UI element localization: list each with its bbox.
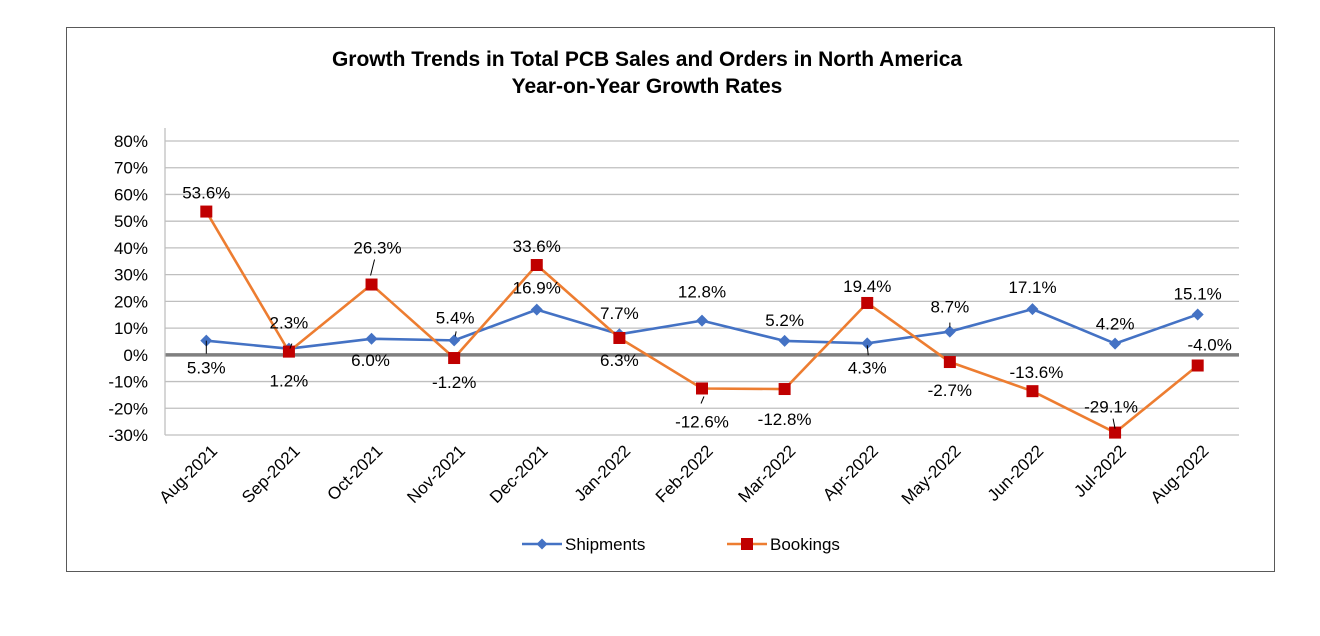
legend-item-bookings: Bookings bbox=[727, 535, 840, 554]
shipments-point bbox=[365, 332, 378, 345]
bookings-data-label: -29.1% bbox=[1084, 398, 1138, 417]
bookings-data-label: -13.6% bbox=[1010, 363, 1064, 382]
shipments-data-label: 4.2% bbox=[1096, 315, 1135, 334]
leader-line bbox=[289, 343, 293, 349]
legend-square-icon bbox=[741, 538, 753, 550]
chart-title: Growth Trends in Total PCB Sales and Ord… bbox=[332, 48, 962, 71]
bookings-data-label: -12.6% bbox=[675, 412, 729, 431]
bookings-point bbox=[448, 352, 461, 365]
bookings-point bbox=[613, 331, 626, 344]
x-tick-label: Nov-2021 bbox=[403, 441, 469, 507]
bookings-data-label: -4.0% bbox=[1187, 336, 1231, 355]
legend-label: Shipments bbox=[565, 535, 645, 554]
leader-line bbox=[370, 259, 376, 276]
shipments-data-label: 5.2% bbox=[765, 311, 804, 330]
bookings-point bbox=[696, 382, 708, 395]
x-tick-label: Aug-2022 bbox=[1147, 441, 1213, 507]
chart-frame bbox=[66, 27, 1275, 572]
bookings-data-label: 19.4% bbox=[843, 277, 891, 296]
x-tick-label: Dec-2021 bbox=[486, 441, 552, 507]
bookings-point bbox=[200, 205, 213, 218]
shipments-point bbox=[1191, 308, 1204, 321]
x-tick-label: Jul-2022 bbox=[1070, 441, 1130, 501]
shipments-data-label: 7.7% bbox=[600, 304, 639, 323]
shipments-data-label: 5.4% bbox=[436, 308, 475, 327]
y-tick-label: 70% bbox=[114, 159, 148, 178]
data-labels: 5.3% 2.3% 6.0% 5.4% 16.9% 7.7% 12.8% 5.2% 4.3% 8.… bbox=[182, 184, 1232, 432]
x-tick-label: Oct-2021 bbox=[323, 441, 386, 504]
y-tick-label: 0% bbox=[123, 346, 148, 365]
shipments-point bbox=[696, 314, 708, 327]
y-tick-label: 10% bbox=[114, 319, 148, 338]
x-tick-label: Apr-2022 bbox=[819, 441, 882, 504]
y-axis: 80% 70% 60% 50% 40% 30% 20% 10% 0% -10% -20% -30% bbox=[108, 128, 166, 445]
x-tick-label: Mar-2022 bbox=[735, 441, 800, 506]
shipments-point bbox=[1109, 337, 1122, 350]
legend-diamond-icon bbox=[536, 538, 548, 550]
legend: Shipments Bookings bbox=[522, 535, 840, 554]
shipments-point bbox=[448, 334, 461, 347]
bookings-point bbox=[1026, 385, 1039, 398]
y-tick-label: 80% bbox=[114, 132, 148, 151]
y-tick-label: 60% bbox=[114, 185, 148, 204]
shipments-data-label: 17.1% bbox=[1008, 278, 1056, 297]
chart-title-group: Growth Trends in Total PCB Sales and Ord… bbox=[332, 48, 962, 98]
y-tick-label: 40% bbox=[114, 239, 148, 258]
bookings-data-label: 1.2% bbox=[270, 372, 309, 391]
shipments-data-label: 6.0% bbox=[351, 351, 390, 370]
bookings-data-label: -1.2% bbox=[432, 373, 476, 392]
x-tick-label: Jan-2022 bbox=[571, 441, 635, 505]
bookings-data-label: -12.8% bbox=[758, 410, 812, 429]
series bbox=[200, 205, 1204, 439]
leader-line bbox=[454, 331, 457, 337]
shipments-point bbox=[861, 337, 874, 350]
bookings-data-label: 6.3% bbox=[600, 351, 639, 370]
bookings-point bbox=[282, 345, 295, 358]
legend-label: Bookings bbox=[770, 535, 840, 554]
shipments-data-label: 12.8% bbox=[678, 283, 726, 302]
shipments-point bbox=[778, 334, 791, 347]
x-axis: Aug-2021 Sep-2021 Oct-2021 Nov-2021 Dec-2021… bbox=[156, 441, 1213, 508]
shipments-data-label: 15.1% bbox=[1174, 284, 1222, 303]
bookings-point bbox=[1191, 359, 1204, 372]
shipments-data-label: 4.3% bbox=[848, 358, 887, 377]
bookings-data-label: 26.3% bbox=[353, 239, 401, 258]
bookings-data-label: 53.6% bbox=[182, 184, 230, 203]
bookings-data-label: -2.7% bbox=[928, 381, 972, 400]
y-tick-label: -20% bbox=[108, 399, 148, 418]
chart-subtitle: Year-on-Year Growth Rates bbox=[512, 75, 783, 98]
bookings-data-label: 33.6% bbox=[513, 237, 561, 256]
shipments-data-label: 16.9% bbox=[513, 279, 561, 298]
shipments-point bbox=[1026, 303, 1039, 316]
x-tick-label: Jun-2022 bbox=[984, 441, 1048, 505]
bookings-point bbox=[861, 296, 874, 309]
y-tick-label: 20% bbox=[114, 292, 148, 311]
leader-line bbox=[1112, 418, 1116, 429]
bookings-point bbox=[530, 259, 543, 272]
shipments-point bbox=[530, 303, 543, 316]
leader-line bbox=[866, 345, 869, 356]
shipments-data-label: 5.3% bbox=[187, 359, 226, 378]
bookings-point bbox=[1109, 426, 1122, 439]
bookings-point bbox=[943, 356, 956, 369]
x-tick-label: May-2022 bbox=[898, 441, 965, 508]
bookings-point bbox=[778, 383, 791, 396]
bookings-point bbox=[365, 278, 378, 291]
legend-item-shipments: Shipments bbox=[522, 535, 645, 554]
x-tick-label: Feb-2022 bbox=[652, 441, 717, 506]
shipments-data-label: 2.3% bbox=[270, 314, 309, 333]
y-tick-label: -30% bbox=[108, 426, 148, 445]
y-tick-label: 50% bbox=[114, 212, 148, 231]
x-tick-label: Aug-2021 bbox=[156, 441, 222, 507]
shipments-data-label: 8.7% bbox=[930, 298, 969, 317]
x-tick-label: Sep-2021 bbox=[238, 441, 304, 507]
y-tick-label: 30% bbox=[114, 266, 148, 285]
shipments-point bbox=[943, 325, 956, 338]
leader-line bbox=[700, 396, 705, 404]
y-tick-label: -10% bbox=[108, 373, 148, 392]
gridlines bbox=[165, 140, 1239, 436]
